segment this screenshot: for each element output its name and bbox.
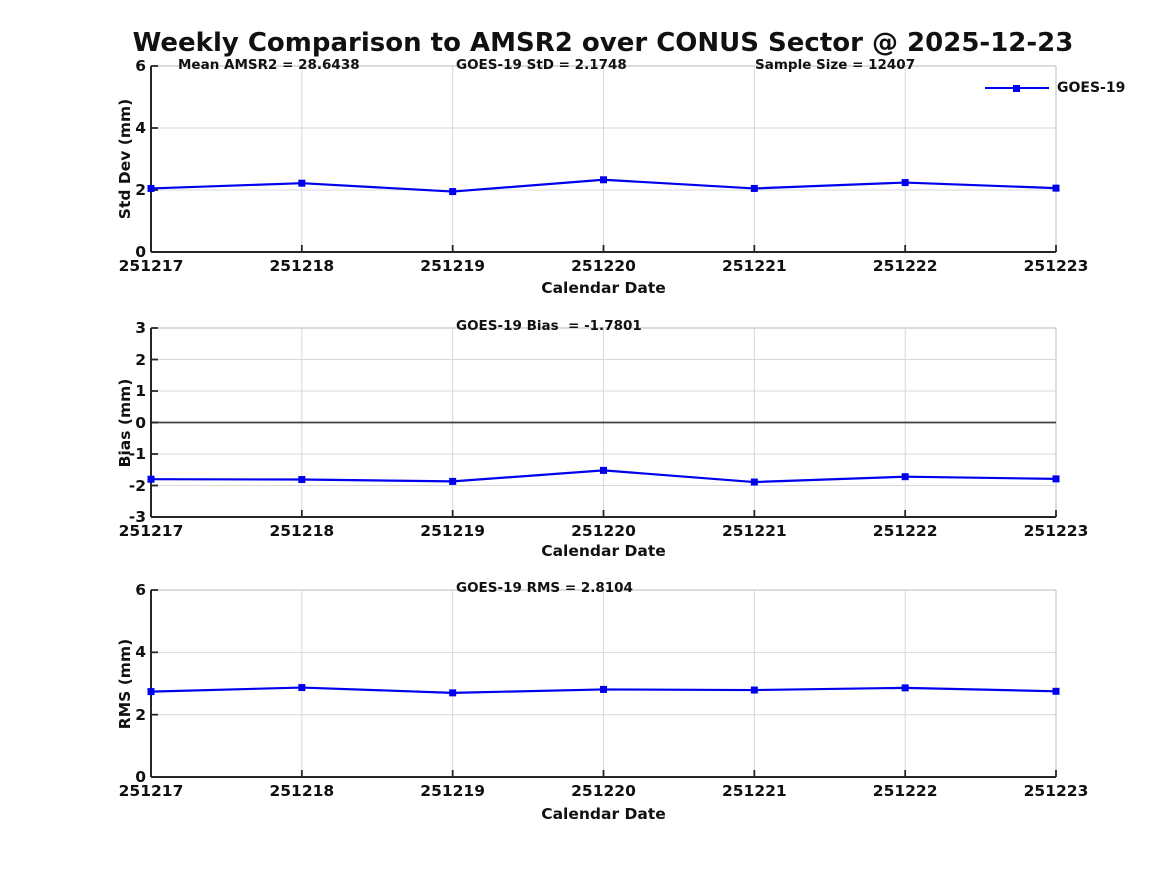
- y-tick-label-std-dev: 6: [135, 57, 146, 75]
- x-axis-label-rms: Calendar Date: [541, 805, 666, 823]
- y-tick-label-bias: 3: [135, 319, 146, 337]
- x-tick-label-std-dev: 251221: [721, 257, 787, 275]
- data-point-marker-bias: [298, 476, 306, 484]
- x-tick-label-bias: 251221: [721, 522, 787, 540]
- data-point-marker-bias: [449, 477, 457, 485]
- data-point-marker-rms: [449, 689, 457, 697]
- x-tick-label-bias: 251217: [118, 522, 184, 540]
- x-tick-label-std-dev: 251222: [872, 257, 938, 275]
- data-point-marker-rms: [750, 686, 758, 694]
- x-tick-label-rms: 251222: [872, 782, 938, 800]
- data-point-marker-std-dev: [600, 176, 607, 184]
- data-point-marker-rms: [600, 685, 607, 693]
- data-point-marker-rms: [1052, 687, 1060, 695]
- x-tick-label-bias: 251222: [872, 522, 938, 540]
- x-tick-label-std-dev: 251220: [571, 257, 636, 275]
- y-tick-label-std-dev: 0: [135, 243, 146, 261]
- data-point-marker-rms: [298, 684, 306, 692]
- data-point-marker-bias: [750, 478, 758, 486]
- data-point-marker-std-dev: [147, 184, 155, 192]
- x-tick-label-rms: 251220: [571, 782, 636, 800]
- x-axis-label-bias: Calendar Date: [541, 542, 666, 560]
- stat-annotation-std-dev: Sample Size = 12407: [755, 57, 916, 73]
- x-tick-label-std-dev: 251218: [269, 257, 335, 275]
- legend-square-marker-icon: [1013, 84, 1020, 92]
- figure-title: Weekly Comparison to AMSR2 over CONUS Se…: [132, 28, 1074, 58]
- x-tick-label-bias: 251219: [420, 522, 486, 540]
- y-tick-label-rms: 6: [135, 581, 146, 599]
- data-point-marker-bias: [1052, 475, 1060, 483]
- y-axis-label-std-dev: Std Dev (mm): [116, 98, 134, 220]
- data-point-marker-std-dev: [1052, 184, 1060, 192]
- x-tick-label-rms: 251219: [420, 782, 486, 800]
- x-tick-label-rms: 251221: [721, 782, 787, 800]
- data-point-marker-bias: [147, 475, 155, 483]
- x-tick-label-bias: 251218: [269, 522, 335, 540]
- x-tick-label-rms: 251218: [269, 782, 335, 800]
- data-point-marker-std-dev: [449, 188, 457, 196]
- y-tick-label-bias: 2: [135, 350, 146, 369]
- y-tick-label-bias: -3: [128, 508, 146, 526]
- y-tick-label-rms: 4: [135, 643, 146, 662]
- x-tick-label-bias: 251220: [571, 522, 636, 540]
- legend-line-sample: [985, 84, 1049, 92]
- data-point-marker-std-dev: [750, 184, 758, 192]
- data-point-marker-std-dev: [298, 179, 306, 187]
- x-tick-label-rms: 251217: [118, 782, 184, 800]
- x-tick-label-bias: 251223: [1023, 522, 1089, 540]
- data-point-marker-rms: [147, 688, 155, 696]
- stat-annotation-std-dev: Mean AMSR2 = 28.6438: [178, 57, 360, 73]
- data-point-marker-bias: [600, 466, 607, 474]
- y-tick-label-std-dev: 4: [135, 119, 146, 137]
- y-tick-label-bias: -1: [128, 445, 146, 463]
- y-axis-label-rms: RMS (mm): [116, 638, 134, 729]
- stat-annotation-rms: GOES-19 RMS = 2.8104: [456, 580, 633, 596]
- stat-annotation-std-dev: GOES-19 StD = 2.1748: [456, 57, 627, 73]
- x-tick-label-std-dev: 251219: [420, 257, 486, 275]
- data-point-marker-rms: [901, 684, 909, 692]
- y-tick-label-rms: 2: [135, 705, 146, 724]
- data-point-marker-std-dev: [901, 179, 909, 187]
- x-tick-label-std-dev: 251217: [118, 257, 184, 275]
- x-axis-label-std-dev: Calendar Date: [541, 279, 666, 297]
- y-tick-label-rms: 0: [135, 768, 146, 786]
- y-tick-label-bias: -2: [128, 476, 146, 495]
- data-point-marker-bias: [901, 473, 909, 481]
- legend-label: GOES-19: [1057, 80, 1126, 96]
- stat-annotation-bias: GOES-19 Bias = -1.7801: [456, 318, 642, 334]
- y-tick-label-bias: 1: [135, 382, 146, 400]
- y-axis-label-bias: Bias (mm): [116, 378, 134, 467]
- x-tick-label-rms: 251223: [1023, 782, 1089, 800]
- y-tick-label-bias: 0: [135, 413, 146, 432]
- y-tick-label-std-dev: 2: [135, 181, 146, 199]
- x-tick-label-std-dev: 251223: [1023, 257, 1089, 275]
